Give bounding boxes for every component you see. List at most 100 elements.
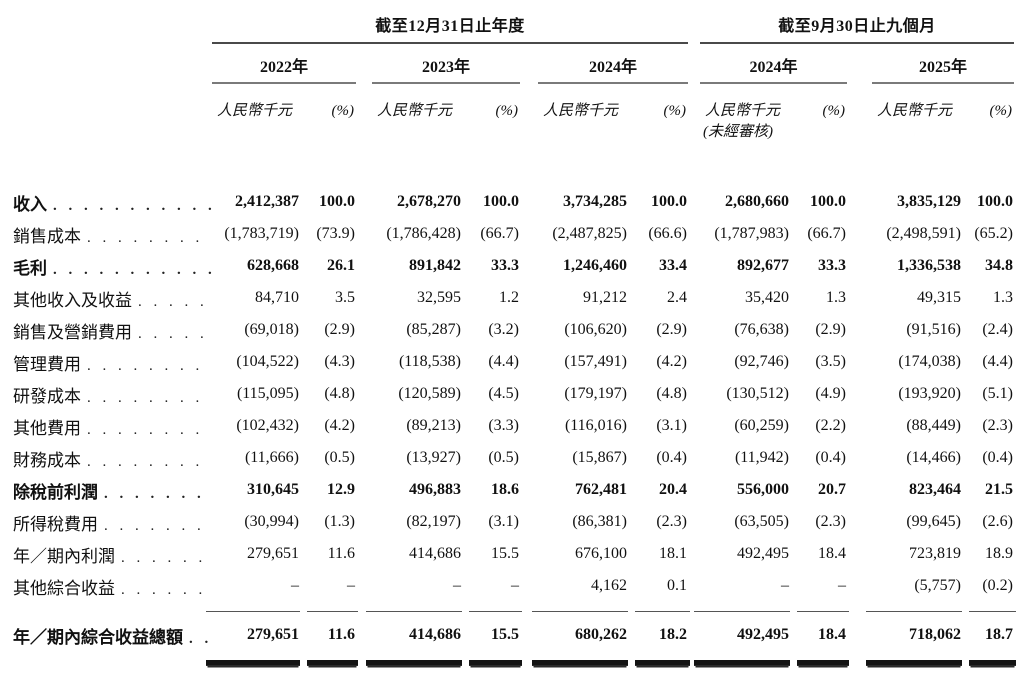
cell-value: 18.1 [659, 545, 687, 562]
cell-value: 3,835,129 [897, 193, 961, 210]
cell-value: (2.3) [656, 513, 687, 530]
cell-value: 762,481 [575, 481, 627, 498]
cell-value: (15,867) [572, 449, 627, 466]
percent-label: (%) [331, 103, 355, 119]
table-row-cost-of-sales: 銷售成本 . . . . . . . . . . . . . . . . . . … [0, 218, 1031, 250]
cell-value: 18.2 [659, 626, 687, 643]
cell-value: 2,680,660 [725, 193, 789, 210]
percent-label: (%) [989, 103, 1013, 119]
dot-leader: . . . . . . . . . . . . . . . . . . . . … [104, 517, 212, 534]
row-label: 所得稅費用 [13, 514, 98, 534]
cell-value: (65.2) [974, 225, 1013, 242]
percent-label: (%) [663, 103, 687, 119]
row-label: 研發成本 [13, 386, 81, 406]
unit-label: 人民幣千元 [543, 103, 619, 119]
cell-value: (2.6) [982, 513, 1013, 530]
cell-value: 279,651 [247, 545, 299, 562]
unit-label: 人民幣千元 [877, 103, 953, 119]
dot-leader: . . . . . . . . . . . . . . . . . . . . … [87, 421, 212, 438]
cell-value: 718,062 [909, 626, 961, 643]
cell-value: (14,466) [906, 449, 961, 466]
cell-value: (66.7) [480, 225, 519, 242]
cell-value: (11,666) [244, 449, 299, 466]
row-label: 銷售及營銷費用 [13, 322, 132, 342]
cell-value: (60,259) [734, 417, 789, 434]
cell-value: – [291, 577, 299, 594]
cell-value: (0.4) [656, 449, 687, 466]
unit-label: 人民幣千元 [705, 103, 781, 119]
dot-leader: . . . . . . . . . . . . . . . . . . . . … [121, 549, 212, 566]
cell-value: – [838, 577, 846, 594]
cell-value: 1.3 [993, 289, 1013, 306]
cell-value: 414,686 [409, 626, 461, 643]
cell-value: (0.4) [815, 449, 846, 466]
cell-value: (0.5) [324, 449, 355, 466]
percent-label: (%) [495, 103, 519, 119]
cell-value: 33.4 [659, 257, 687, 274]
cell-value: (2.9) [324, 321, 355, 338]
cell-value: (102,432) [236, 417, 299, 434]
cell-value: 20.7 [818, 481, 846, 498]
cell-value: 2,412,387 [235, 193, 299, 210]
cell-value: 492,495 [737, 545, 789, 562]
row-label: 毛利 [13, 258, 47, 278]
cell-value: 100.0 [651, 193, 687, 210]
cell-value: (4.2) [656, 353, 687, 370]
cell-value: 1,336,538 [897, 257, 961, 274]
cell-value: 34.8 [985, 257, 1013, 274]
cell-value: (82,197) [406, 513, 461, 530]
cell-value: 492,495 [737, 626, 789, 643]
grand-total-double-rule-row [0, 660, 1031, 672]
table-row-profit-before-tax: 除稅前利潤 . . . . . . . . . . . . . . . . . .… [0, 474, 1031, 506]
dot-leader: . . . . . . . . . . . . . . . . . . . . … [87, 389, 212, 406]
dot-leader: . . . . . . . . . . . . . . . . . . . . … [53, 197, 212, 214]
cell-value: 676,100 [575, 545, 627, 562]
cell-value: (2,487,825) [552, 225, 627, 242]
unit-label: 人民幣千元 [217, 103, 293, 119]
cell-value: (88,449) [906, 417, 961, 434]
cell-value: 680,262 [575, 626, 627, 643]
percent-label: (%) [822, 103, 846, 119]
cell-value: 3,734,285 [563, 193, 627, 210]
cell-value: 18.4 [818, 626, 846, 643]
table-row-revenue: 收入 . . . . . . . . . . . . . . . . . . . … [0, 186, 1031, 218]
year-header-2024: 2024年 [538, 53, 688, 84]
cell-value: 891,842 [409, 257, 461, 274]
table-row-other-expenses: 其他費用 . . . . . . . . . . . . . . . . . . … [0, 410, 1031, 442]
cell-value: (73.9) [316, 225, 355, 242]
cell-value: (13,927) [406, 449, 461, 466]
cell-value: (0.2) [982, 577, 1013, 594]
table-row-gross-profit: 毛利 . . . . . . . . . . . . . . . . . . . … [0, 250, 1031, 282]
table-row-selling-expenses: 銷售及營銷費用 . . . . . . . . . . . . . . . . .… [0, 314, 1031, 346]
cell-value: 32,595 [417, 289, 461, 306]
table-row-profit-for-period: 年／期內利潤 . . . . . . . . . . . . . . . . . … [0, 538, 1031, 570]
cell-value: – [781, 577, 789, 594]
cell-value: 628,668 [247, 257, 299, 274]
subtotal-rule-row [0, 602, 1031, 612]
cell-value: (130,512) [726, 385, 789, 402]
row-label: 除稅前利潤 [13, 482, 98, 502]
cell-value: – [347, 577, 355, 594]
cell-value: 35,420 [745, 289, 789, 306]
cell-value: (99,645) [906, 513, 961, 530]
cell-value: (157,491) [564, 353, 627, 370]
cell-value: 892,677 [737, 257, 789, 274]
cell-value: 0.1 [667, 577, 687, 594]
cell-value: (1.3) [324, 513, 355, 530]
period-group-annual: 截至12月31日止年度 [212, 12, 688, 44]
cell-value: (174,038) [898, 353, 961, 370]
unit-header-row: 人民幣千元 (%) 人民幣千元 (%) 人民幣千元 (%) 人民幣千元 (%) … [0, 84, 1031, 120]
table-row-rnd-costs: 研發成本 . . . . . . . . . . . . . . . . . . … [0, 378, 1031, 410]
table-row-income-tax: 所得稅費用 . . . . . . . . . . . . . . . . . .… [0, 506, 1031, 538]
row-label: 管理費用 [13, 354, 81, 374]
cell-value: (76,638) [734, 321, 789, 338]
cell-value: – [511, 577, 519, 594]
dot-leader: . . . . . . . . . . . . . . . . . . . . … [53, 261, 212, 278]
cell-value: 26.1 [327, 257, 355, 274]
cell-value: (3.1) [656, 417, 687, 434]
row-label: 收入 [13, 194, 47, 214]
cell-value: (2.9) [815, 321, 846, 338]
year-header-2023: 2023年 [372, 53, 520, 84]
cell-value: (5.1) [982, 385, 1013, 402]
cell-value: (1,783,719) [224, 225, 299, 242]
